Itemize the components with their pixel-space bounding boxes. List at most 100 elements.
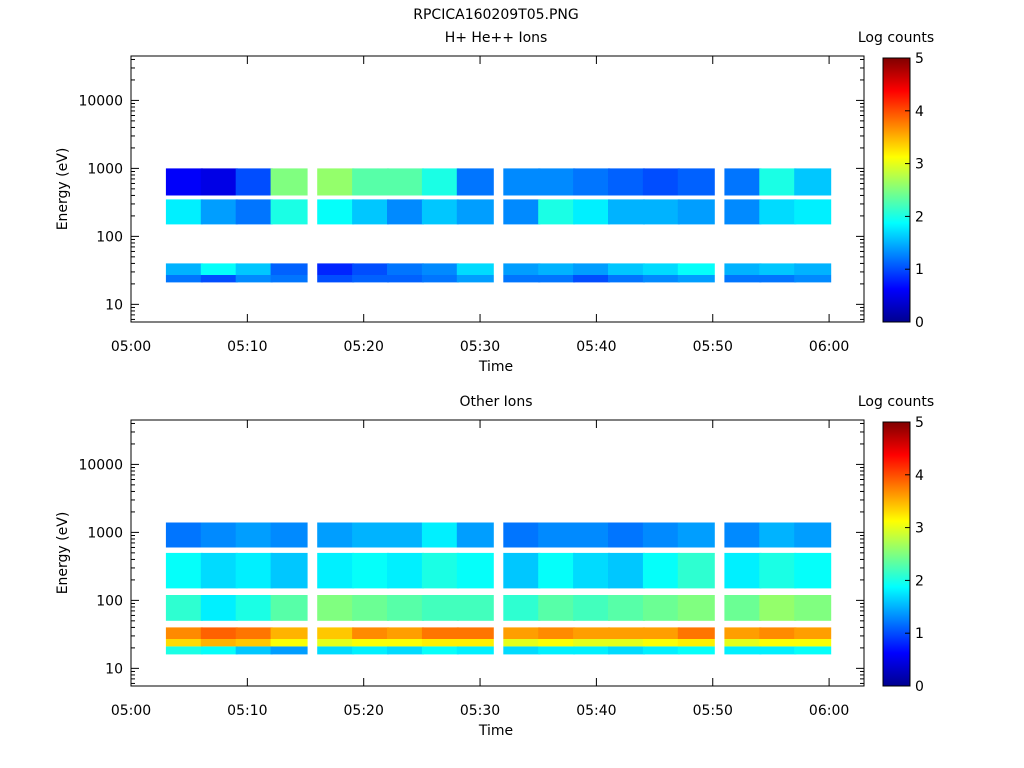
heatmap-cell [503, 639, 541, 647]
heatmap-cell [724, 595, 762, 621]
heatmap-cell [235, 595, 273, 621]
heatmap-cell [317, 168, 355, 196]
heatmap-cell [724, 639, 762, 647]
heatmap-cell [317, 646, 355, 655]
heatmap-cell [456, 646, 494, 655]
heatmap-cell [421, 522, 459, 548]
y-tick-label: 10000 [78, 457, 123, 473]
heatmap-cell [573, 627, 611, 639]
y-tick-label: 100 [96, 593, 123, 609]
heatmap-cell [608, 552, 645, 589]
heatmap-cell [538, 522, 576, 548]
heatmap-cell [642, 168, 680, 196]
heatmap-cell [642, 522, 680, 548]
heatmap-cell [200, 522, 238, 548]
heatmap-cell [677, 199, 715, 225]
heatmap-cell [642, 263, 680, 275]
heatmap-cell [794, 552, 832, 589]
heatmap-cell [387, 595, 424, 621]
y-tick-label: 100 [96, 229, 123, 245]
heatmap-cell [235, 522, 273, 548]
y-tick-label: 1000 [87, 161, 123, 177]
heatmap-cell [352, 275, 390, 283]
heatmap-cell [421, 646, 459, 655]
heatmap-cell [352, 199, 390, 225]
heatmap-cell [421, 627, 459, 639]
x-tick-label: 05:30 [460, 703, 500, 719]
heatmap-cell [235, 639, 273, 647]
y-tick-label: 1000 [87, 525, 123, 541]
plot-area: 05:00 05:10 05:20 05:30 05:40 05:50 06:00 10 100… [78, 419, 865, 719]
heatmap-cell [759, 275, 797, 283]
heatmap-cell [456, 275, 494, 283]
heatmap-cell [165, 168, 203, 196]
heatmap-cell [456, 199, 494, 225]
x-tick-label: 05:20 [344, 339, 384, 355]
heatmap-cell [387, 275, 424, 283]
heatmap-cell [538, 639, 576, 647]
plot-area: 05:00 05:10 05:20 05:30 05:40 05:50 06:00 10 100… [78, 55, 865, 355]
colorbar-tick-label: 0 [915, 679, 924, 695]
colorbar-tick-label: 0 [915, 315, 924, 331]
heatmap-cell [724, 552, 762, 589]
heatmap-cell [724, 522, 762, 548]
heatmap-cell [352, 168, 390, 196]
heatmap-cell [573, 275, 611, 283]
colorbar-tick-label: 3 [915, 157, 924, 173]
heatmap-cell [759, 199, 797, 225]
colorbar-gradient [882, 57, 911, 323]
heatmap-cell [456, 595, 494, 621]
heatmap-cell [608, 595, 645, 621]
heatmap-cell [759, 522, 797, 548]
heatmap-cell [538, 275, 576, 283]
colorbar: 0 1 2 3 4 5 [882, 51, 924, 331]
heatmap-cell [642, 552, 680, 589]
heatmap-cell [456, 168, 494, 196]
heatmap-cell [235, 168, 273, 196]
heatmap-cell [352, 595, 390, 621]
heatmap-cell [456, 627, 494, 639]
panel-h-he-ions: H+ He++ Ions Log counts 05:00 05:10 05:20 0… [55, 30, 934, 375]
heatmap-cell [270, 595, 308, 621]
heatmap-cell [503, 552, 541, 589]
heatmap-cell [317, 199, 355, 225]
x-tick-label: 05:30 [460, 339, 500, 355]
heatmap-cell [642, 639, 680, 647]
heatmap-cell [387, 646, 424, 655]
heatmap-cell [724, 263, 762, 275]
heatmap-cell [503, 646, 541, 655]
heatmap-cell [317, 552, 355, 589]
heatmap-cell [759, 263, 797, 275]
heatmap-cell [317, 595, 355, 621]
heatmap-cell [759, 639, 797, 647]
colorbar-tick-label: 2 [915, 209, 924, 225]
heatmap-cell [317, 275, 355, 283]
x-tick-label: 05:40 [576, 339, 616, 355]
heatmap-cell [677, 552, 715, 589]
heatmap-cell [794, 168, 832, 196]
heatmap-cell [165, 552, 203, 589]
heatmap-cell [456, 263, 494, 275]
heatmap-cell [538, 595, 576, 621]
heatmap-cell [724, 199, 762, 225]
heatmap-cell [200, 275, 238, 283]
colorbar-tick-label: 1 [915, 262, 924, 278]
heatmap-cell [573, 646, 611, 655]
heatmap-cell [387, 522, 424, 548]
x-tick-label: 05:40 [576, 703, 616, 719]
heatmap-cell [200, 639, 238, 647]
heatmap-cell [421, 639, 459, 647]
heatmap-cell [642, 646, 680, 655]
colorbar-tick-label: 4 [915, 104, 924, 120]
heatmap-cell [235, 275, 273, 283]
heatmap-cell [759, 595, 797, 621]
heatmap-cell [677, 646, 715, 655]
heatmap-cell [421, 595, 459, 621]
heatmap-cell [538, 263, 576, 275]
heatmap-cell [759, 646, 797, 655]
panel-title: Other Ions [459, 394, 532, 410]
heatmap-cell [235, 646, 273, 655]
colorbar-tick-label: 1 [915, 626, 924, 642]
heatmap-cell [200, 552, 238, 589]
heatmap-cell [270, 627, 308, 639]
